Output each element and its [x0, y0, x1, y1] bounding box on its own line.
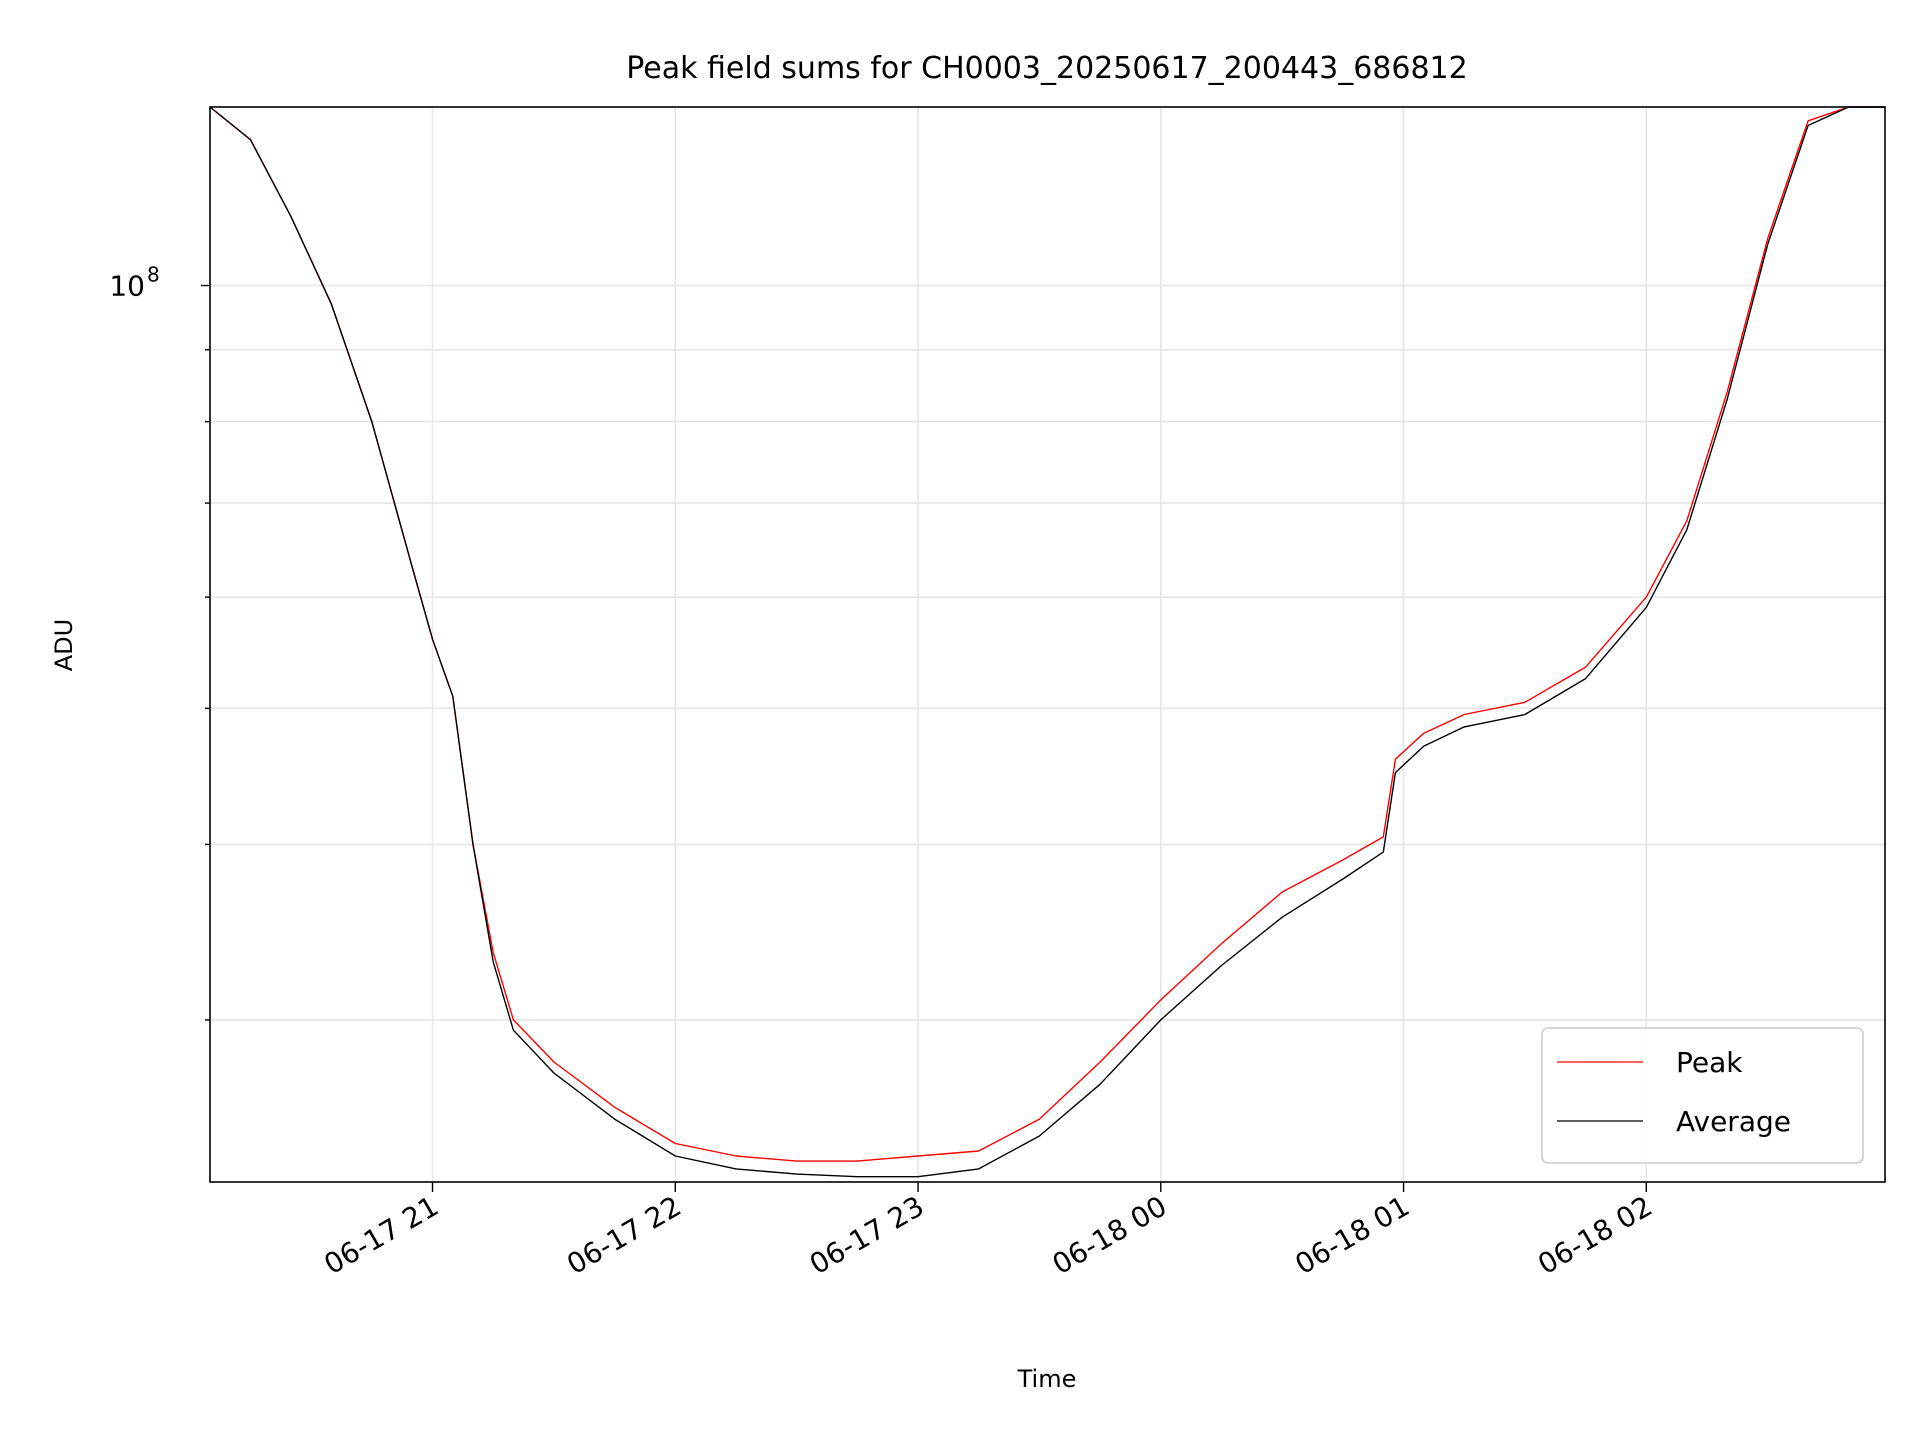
y-tick-label-exponent: 8: [147, 263, 160, 287]
grid: [210, 107, 1885, 1182]
legend-label-peak: Peak: [1676, 1046, 1743, 1079]
chart-title: Peak field sums for CH0003_20250617_2004…: [626, 51, 1467, 86]
y-tick-label-base: 10: [109, 270, 145, 303]
legend: Peak Average: [1541, 1027, 1864, 1164]
plot-area: [209, 106, 1885, 1178]
legend-label-average: Average: [1676, 1105, 1791, 1138]
y-tick-label: 10: [109, 270, 145, 303]
series-line-average: [209, 106, 1885, 1178]
x-axis-label: Time: [1017, 1365, 1077, 1393]
y-axis-label: ADU: [50, 619, 78, 671]
axes-frame: [209, 106, 1886, 1183]
